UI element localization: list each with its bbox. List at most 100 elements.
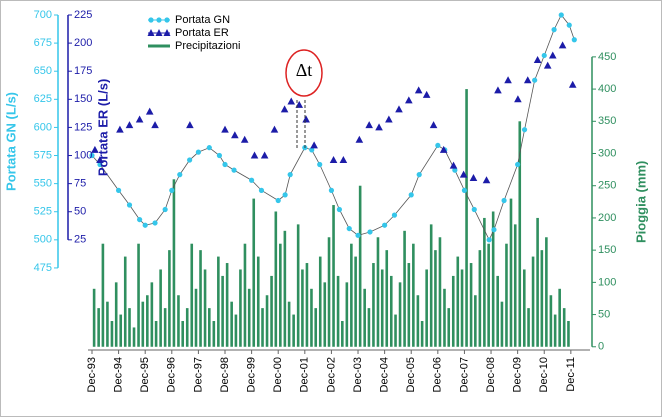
er-point xyxy=(355,135,364,143)
rain-bar xyxy=(562,308,566,347)
er-point xyxy=(329,156,338,164)
gn-point xyxy=(391,212,398,218)
rain-bar xyxy=(185,308,189,347)
gn-point xyxy=(309,147,315,153)
x-tick-label: Dec-00 xyxy=(272,357,284,392)
er-point xyxy=(385,115,393,123)
rain-bar xyxy=(212,321,216,347)
rain-bar xyxy=(434,250,437,347)
rain-bar xyxy=(460,269,464,347)
gn-point xyxy=(571,37,577,43)
rain-bar xyxy=(177,295,180,347)
rain-bar xyxy=(354,256,357,347)
gn-point xyxy=(97,161,103,168)
er-point xyxy=(116,125,124,133)
er-point xyxy=(504,76,512,84)
rain-bar xyxy=(159,269,162,347)
rain-bar xyxy=(217,256,220,347)
gn-point xyxy=(336,206,342,213)
y2-tick-label: 200 xyxy=(74,37,92,49)
er-point xyxy=(514,95,522,103)
rain-bar xyxy=(310,288,313,347)
legend-marker xyxy=(156,17,162,23)
legend-marker xyxy=(147,29,155,36)
y2-tick-label: 75 xyxy=(74,178,86,190)
rain-bar xyxy=(345,282,349,347)
gn-point xyxy=(169,187,175,193)
gn-point xyxy=(258,187,265,193)
rain-bar xyxy=(123,256,127,347)
er-point xyxy=(558,41,567,49)
x-tick-label: Dec-93 xyxy=(86,357,98,392)
y-tick-label: 550 xyxy=(34,178,52,190)
rain-bar xyxy=(531,256,535,347)
y-tick-label: 525 xyxy=(34,206,52,218)
er-point xyxy=(568,80,577,88)
gn-point xyxy=(89,152,95,159)
y2-tick-label: 100 xyxy=(74,149,92,161)
rain-bar xyxy=(332,205,335,347)
rain-bar xyxy=(376,237,380,347)
x-tick-label: Dec-02 xyxy=(325,357,337,392)
x-tick-label: Dec-08 xyxy=(485,357,497,392)
rain-bar xyxy=(394,314,397,347)
rain-bar xyxy=(190,243,194,347)
rain-bar xyxy=(128,308,131,347)
er-point xyxy=(469,174,478,182)
rain-bar xyxy=(509,198,513,347)
rain-bar xyxy=(287,301,291,347)
x-tick-label: Dec-05 xyxy=(405,357,417,392)
gn-point xyxy=(367,229,373,235)
er-point xyxy=(186,121,194,129)
rain-bar xyxy=(412,243,415,347)
rain-bar xyxy=(101,243,105,347)
rain-bar xyxy=(163,308,167,347)
gn-point xyxy=(152,220,158,226)
rain-bar xyxy=(500,301,504,347)
rain-bar xyxy=(292,314,295,347)
gn-point xyxy=(558,12,564,18)
gn-point xyxy=(532,77,538,83)
er-point xyxy=(405,96,413,104)
rain-bar xyxy=(527,308,530,347)
gn-point xyxy=(515,161,521,168)
x-tick-label: Dec-04 xyxy=(379,357,391,392)
y-tick-label: 575 xyxy=(34,149,52,161)
rain-bar xyxy=(234,314,238,347)
rain-bar xyxy=(132,327,136,347)
y3-tick-label: 450 xyxy=(598,51,616,63)
y3-tick-label: 250 xyxy=(598,180,616,192)
rain-bar xyxy=(106,301,109,347)
er-point xyxy=(221,125,229,133)
gn-point xyxy=(452,167,458,173)
rain-bar xyxy=(141,301,145,347)
rain-bar xyxy=(398,282,402,347)
y3-tick-label: 50 xyxy=(598,308,610,320)
x-tick-label: Dec-99 xyxy=(246,357,258,392)
rain-bar xyxy=(279,243,282,347)
gn-point xyxy=(187,157,193,163)
er-point xyxy=(543,61,552,69)
er-point xyxy=(523,76,532,84)
annotation: Δt xyxy=(296,60,313,80)
rain-bar xyxy=(403,230,406,347)
legend-marker xyxy=(148,17,154,23)
rain-bar xyxy=(274,211,278,347)
er-point xyxy=(429,121,438,129)
er-point xyxy=(231,131,239,139)
rain-bar xyxy=(438,237,442,347)
er-point xyxy=(375,123,383,131)
rain-bar xyxy=(114,282,118,347)
er-point xyxy=(494,86,502,94)
x-tick-label: Dec-03 xyxy=(352,357,364,392)
y3-tick-label: 200 xyxy=(598,212,616,224)
rain-bar xyxy=(545,237,548,347)
rain-bar xyxy=(447,308,451,347)
rain-bar xyxy=(385,250,389,347)
legend-label: Precipitazioni xyxy=(175,40,240,52)
legend-marker xyxy=(155,29,163,36)
er-point xyxy=(302,115,310,123)
y-tick-label: 500 xyxy=(34,234,52,246)
rain-bar xyxy=(491,211,495,347)
er-point xyxy=(125,121,134,129)
